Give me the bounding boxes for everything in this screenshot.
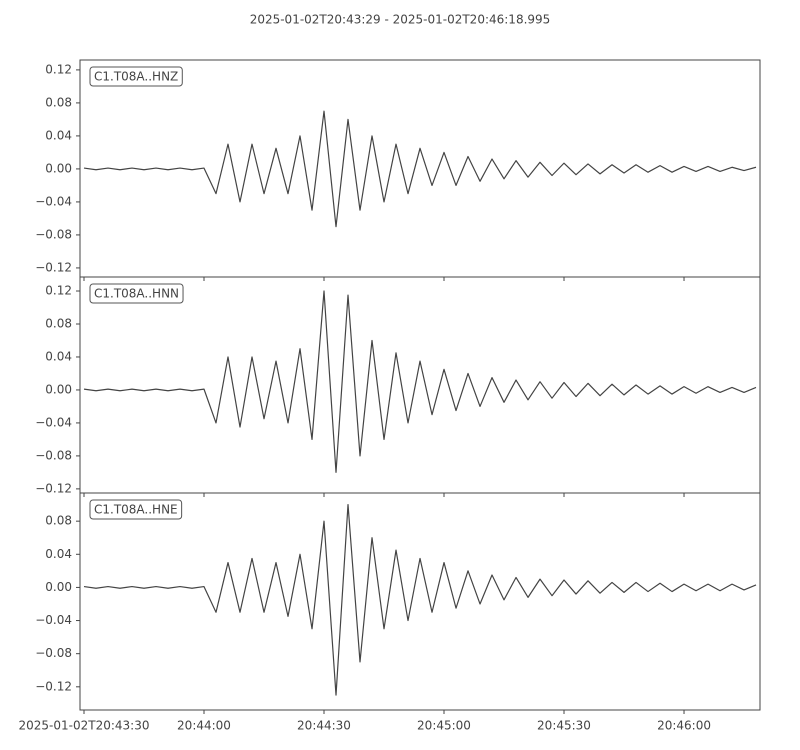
y-tick-label: −0.08 — [35, 646, 72, 660]
y-tick-label: 0.12 — [45, 62, 72, 76]
x-tick-label: 2025-01-02T20:43:30 — [19, 719, 150, 733]
x-tick-label: 20:45:30 — [537, 719, 591, 733]
station-label-box — [89, 283, 184, 304]
y-tick-label: 0.08 — [45, 95, 72, 109]
y-tick-label: 0.00 — [45, 161, 72, 175]
y-tick-label: 0.00 — [45, 580, 72, 594]
y-tick-label: 0.00 — [45, 382, 72, 396]
trace — [83, 110, 757, 228]
y-tick-label: 0.04 — [45, 349, 72, 363]
panel-frame — [79, 276, 761, 494]
y-tick-label: 0.08 — [45, 316, 72, 330]
y-tick-label: −0.12 — [35, 481, 72, 495]
trace — [83, 504, 757, 696]
y-tick-label: 0.04 — [45, 128, 72, 142]
y-tick-label: −0.12 — [35, 679, 72, 693]
y-tick-label: −0.04 — [35, 194, 72, 208]
station-label-box — [89, 499, 183, 520]
y-tick-label: −0.08 — [35, 227, 72, 241]
x-tick-label: 20:46:00 — [657, 719, 711, 733]
x-tick-label: 20:44:30 — [297, 719, 351, 733]
figure-title: 2025-01-02T20:43:29 - 2025-01-02T20:46:1… — [250, 13, 551, 27]
station-label: C1.T08A..HNZ — [94, 70, 178, 84]
y-tick-label: 0.04 — [45, 547, 72, 561]
station-label: C1.T08A..HNN — [94, 287, 179, 301]
y-tick-label: 0.08 — [45, 514, 72, 528]
x-tick-label: 20:44:00 — [177, 719, 231, 733]
trace — [83, 290, 757, 473]
y-tick-label: −0.12 — [35, 260, 72, 274]
x-tick-label: 20:45:00 — [417, 719, 471, 733]
station-label-box — [89, 66, 183, 87]
y-tick-label: 0.12 — [45, 284, 72, 298]
station-label: C1.T08A..HNE — [94, 503, 178, 517]
panel-frame — [79, 492, 761, 711]
y-tick-label: −0.04 — [35, 613, 72, 627]
y-tick-label: −0.04 — [35, 415, 72, 429]
y-tick-label: −0.08 — [35, 448, 72, 462]
